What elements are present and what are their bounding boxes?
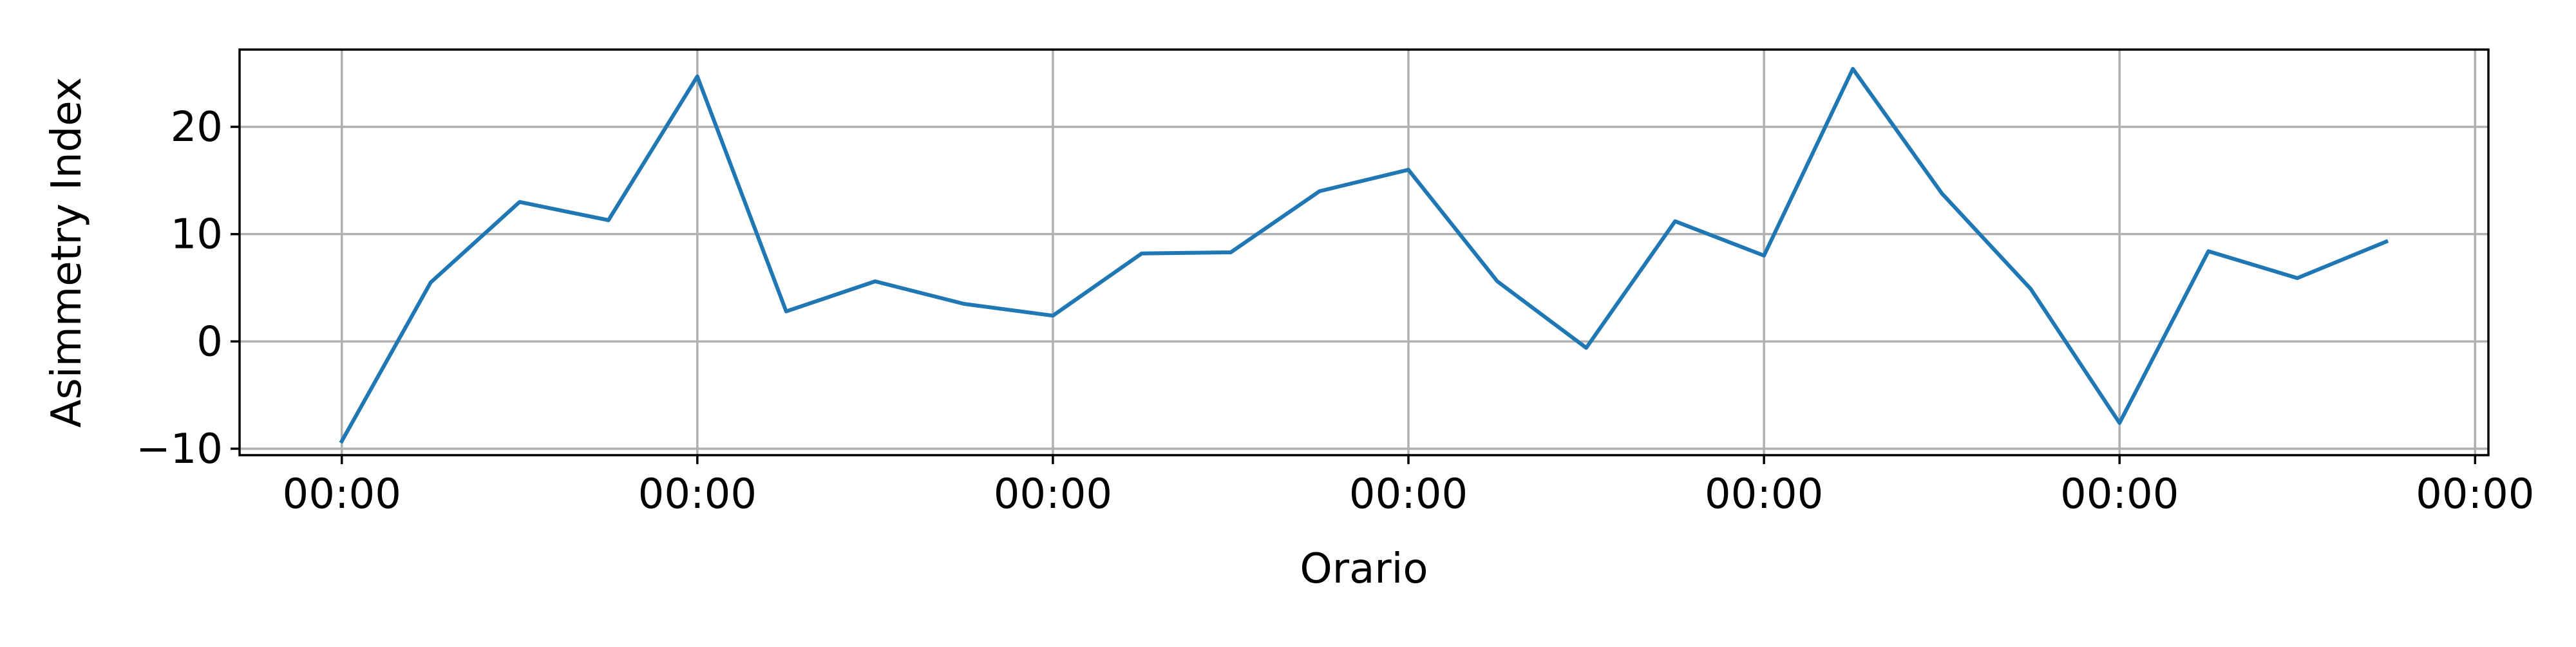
x-tick-label: 00:00 [2416, 471, 2534, 518]
x-tick-label: 00:00 [283, 471, 401, 518]
x-axis-label: Orario [1300, 545, 1428, 593]
x-tick-label: 00:00 [638, 471, 757, 518]
x-tick-label: 00:00 [1349, 471, 1468, 518]
x-tick-label: 00:00 [1705, 471, 1823, 518]
y-tick-label: 0 [196, 318, 223, 366]
y-tick-label: 20 [171, 104, 223, 151]
y-axis-label: Asimmetry Index [43, 77, 91, 428]
x-tick-label: 00:00 [994, 471, 1112, 518]
ticks: 00:00 00:00 00:00 00:00 00:00 00:00 00:00 −10 0 1… [136, 104, 2535, 518]
x-tick-label: 00:00 [2060, 471, 2179, 518]
series-layer [339, 67, 2389, 444]
y-tick-label: 10 [171, 211, 223, 259]
plot-frame [238, 48, 2490, 456]
grid [240, 50, 2488, 455]
series-line [339, 67, 2389, 444]
y-tick-label: −10 [136, 426, 223, 473]
